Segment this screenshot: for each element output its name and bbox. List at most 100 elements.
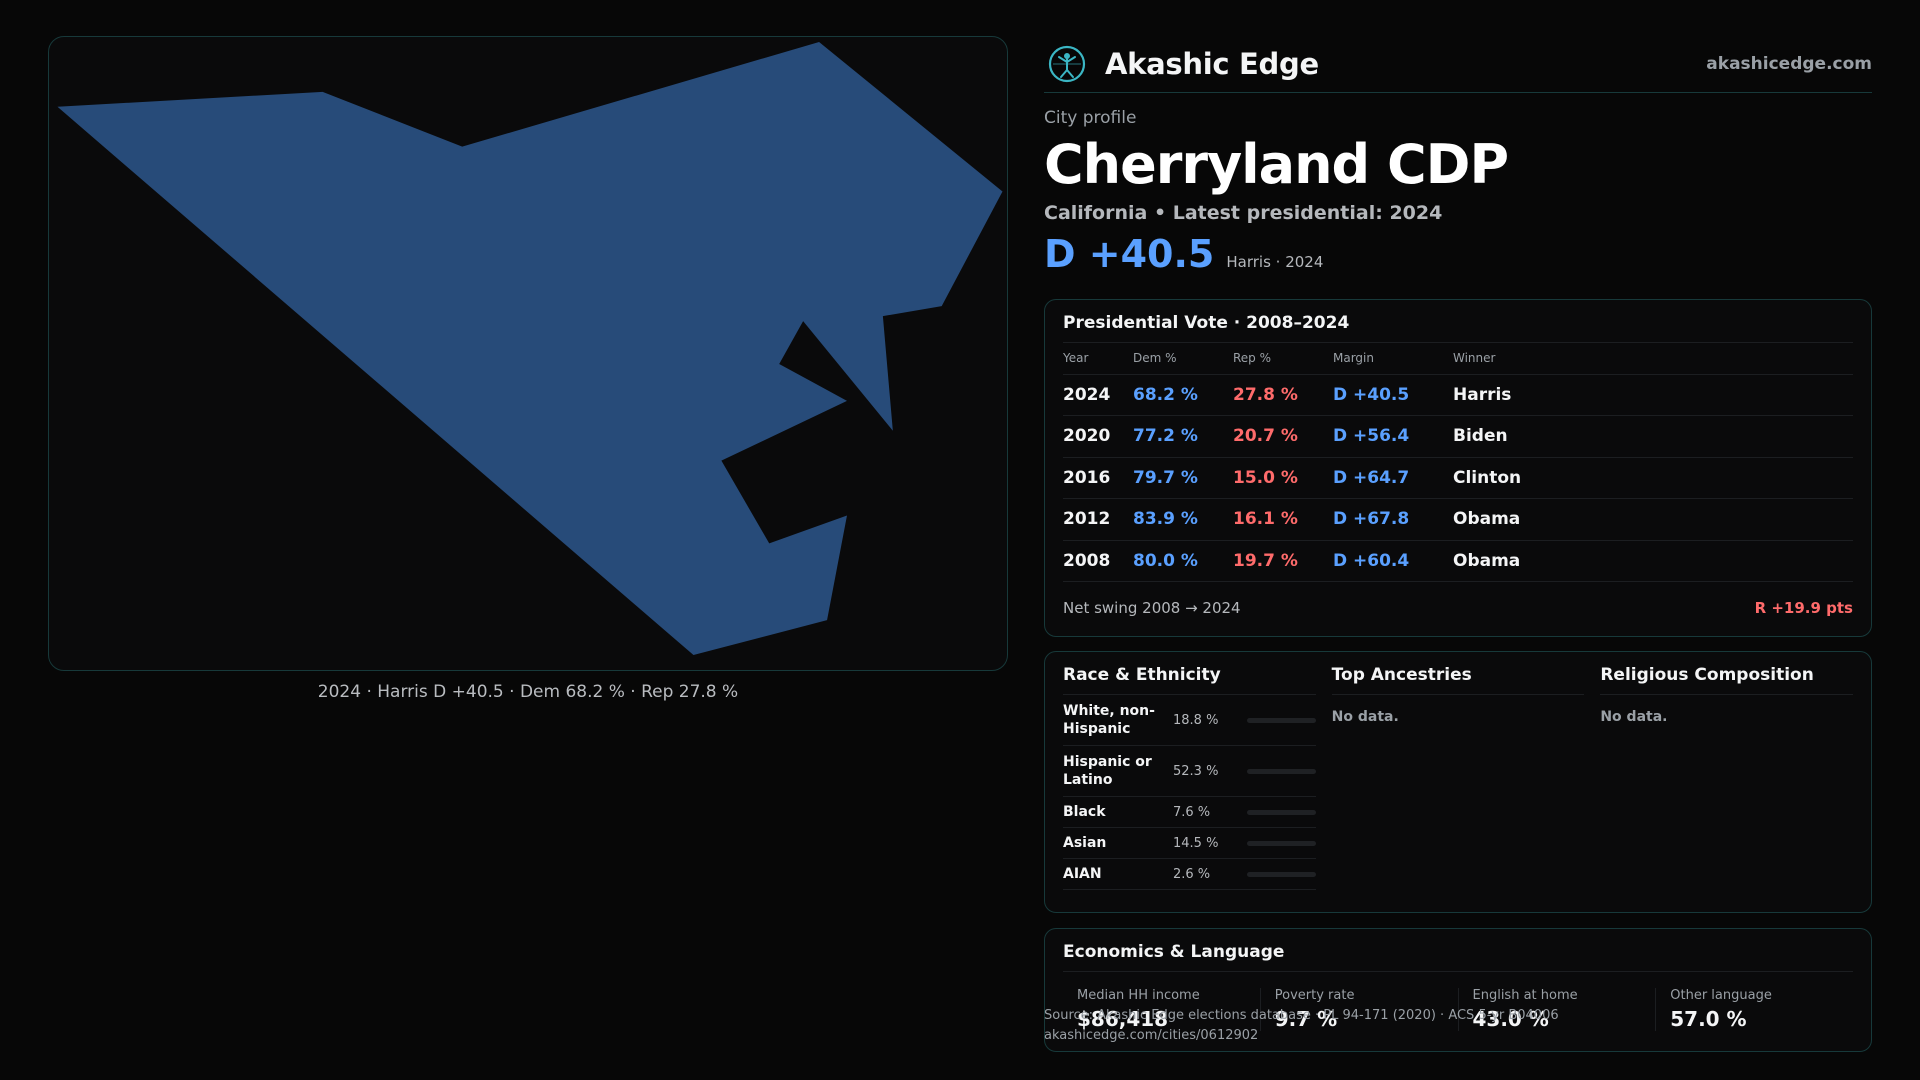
net-swing-label: Net swing 2008 → 2024 [1063, 599, 1241, 617]
table-row: 2012 83.9 % 16.1 % D +67.8 Obama [1063, 498, 1853, 541]
brand-header: Akashic Edge akashicedge.com [1044, 36, 1872, 93]
religion-empty-text: No data. [1600, 709, 1668, 725]
cell-winner: Obama [1453, 540, 1853, 582]
presidential-vote-table: Year Dem % Rep % Margin Winner 2024 68.2… [1063, 343, 1853, 582]
race-bar-track [1247, 768, 1316, 774]
cell-winner: Obama [1453, 498, 1853, 541]
table-header-row: Year Dem % Rep % Margin Winner [1063, 343, 1853, 375]
net-swing-value: R +19.9 pts [1754, 599, 1853, 617]
table-row: 2008 80.0 % 19.7 % D +60.4 Obama [1063, 540, 1853, 582]
race-bar-track [1247, 809, 1316, 815]
headline-result: D +40.5 Harris · 2024 [1044, 232, 1872, 276]
cell-dem: 83.9 % [1133, 498, 1233, 541]
race-name: Hispanic or Latino [1063, 754, 1152, 788]
cell-rep: 19.7 % [1233, 540, 1333, 582]
religious-composition-title: Religious Composition [1600, 665, 1854, 695]
compass-person-icon [1048, 45, 1086, 83]
cell-rep: 15.0 % [1233, 457, 1333, 499]
cell-winner: Clinton [1453, 457, 1853, 499]
race-pct: 18.8 % [1173, 712, 1219, 728]
headline-margin: D +40.5 [1044, 232, 1215, 276]
cell-margin: D +64.7 [1333, 457, 1453, 499]
race-bar-track [1247, 871, 1316, 877]
stat-median-income: Median HH income $86,418 [1063, 988, 1260, 1031]
brand-name: Akashic Edge [1105, 47, 1319, 81]
cell-dem: 80.0 % [1133, 540, 1233, 582]
city-boundary-map[interactable] [48, 36, 1008, 671]
stat-other-language: Other language 57.0 % [1655, 988, 1853, 1031]
race-pct: 52.3 % [1173, 763, 1219, 779]
column-header-year: Year [1063, 343, 1133, 375]
source-url-link[interactable]: akashicedge.com/cities/0612902 [1044, 1028, 1259, 1043]
race-pct: 14.5 % [1173, 835, 1219, 851]
headline-note: Harris · 2024 [1226, 253, 1324, 271]
religious-composition-section: Religious Composition No data. [1600, 665, 1854, 899]
cell-rep: 27.8 % [1233, 374, 1333, 416]
race-name: Asian [1063, 835, 1107, 851]
stat-value: 57.0 % [1670, 1007, 1747, 1031]
race-bar-track [1247, 717, 1316, 723]
cell-year: 2012 [1063, 498, 1133, 541]
economics-title: Economics & Language [1063, 942, 1853, 972]
source-footer: Source: Akashic Edge elections database … [1044, 1006, 1559, 1046]
cell-year: 2024 [1063, 374, 1133, 416]
net-swing-row: Net swing 2008 → 2024 R +19.9 pts [1063, 590, 1853, 626]
cell-margin: D +40.5 [1333, 374, 1453, 416]
table-row: 2020 77.2 % 20.7 % D +56.4 Biden [1063, 415, 1853, 458]
city-boundary-svg [57, 41, 1003, 656]
race-row: Hispanic or Latino 52.3 % [1063, 746, 1316, 797]
cell-winner: Harris [1453, 374, 1853, 416]
profile-panel: Akashic Edge akashicedge.com City profil… [1044, 36, 1872, 1052]
race-row: Asian 14.5 % [1063, 828, 1316, 859]
stat-label: Median HH income [1077, 988, 1200, 1003]
stat-value: $86,418 [1077, 1007, 1169, 1031]
presidential-vote-card: Presidential Vote · 2008–2024 Year Dem %… [1044, 299, 1872, 637]
race-name: AIAN [1063, 866, 1102, 882]
cell-dem: 77.2 % [1133, 415, 1233, 458]
economics-language-card: Economics & Language Median HH income $8… [1044, 928, 1872, 1052]
race-row: White, non-Hispanic 18.8 % [1063, 695, 1316, 746]
table-row: 2016 79.7 % 15.0 % D +64.7 Clinton [1063, 457, 1853, 499]
cell-year: 2008 [1063, 540, 1133, 582]
city-boundary-shape [57, 41, 1003, 656]
stat-english-at-home: English at home 43.0 % [1457, 988, 1656, 1031]
race-name: Black [1063, 804, 1106, 820]
race-pct: 7.6 % [1173, 804, 1211, 820]
race-pct: 2.6 % [1173, 866, 1211, 882]
ancestries-empty-text: No data. [1331, 709, 1399, 725]
cell-year: 2016 [1063, 457, 1133, 499]
brand-url-link[interactable]: akashicedge.com [1706, 54, 1872, 74]
demographics-card: Race & Ethnicity White, non-Hispanic 18.… [1044, 651, 1872, 913]
column-header-rep: Rep % [1233, 343, 1333, 375]
cell-year: 2020 [1063, 415, 1133, 458]
map-caption: 2024 · Harris D +40.5 · Dem 68.2 % · Rep… [317, 682, 739, 702]
race-row: AIAN 2.6 % [1063, 859, 1316, 890]
table-row: 2024 68.2 % 27.8 % D +40.5 Harris [1063, 374, 1853, 416]
cell-rep: 16.1 % [1233, 498, 1333, 541]
profile-subtitle: California • Latest presidential: 2024 [1044, 202, 1443, 224]
race-row: Black 7.6 % [1063, 797, 1316, 828]
column-header-dem: Dem % [1133, 343, 1233, 375]
stat-poverty-rate: Poverty rate 9.7 % [1259, 988, 1458, 1031]
top-ancestries-section: Top Ancestries No data. [1331, 665, 1585, 899]
stat-label: Poverty rate [1274, 988, 1355, 1003]
column-header-margin: Margin [1333, 343, 1453, 375]
stat-value: 43.0 % [1472, 1007, 1549, 1031]
cell-rep: 20.7 % [1233, 415, 1333, 458]
source-citation: Source: Akashic Edge elections database … [1044, 1008, 1559, 1023]
stat-label: Other language [1670, 988, 1772, 1003]
cell-margin: D +60.4 [1333, 540, 1453, 582]
race-ethnicity-title: Race & Ethnicity [1063, 665, 1316, 695]
cell-dem: 79.7 % [1133, 457, 1233, 499]
cell-margin: D +67.8 [1333, 498, 1453, 541]
profile-kicker: City profile [1044, 108, 1137, 128]
presidential-vote-title: Presidential Vote · 2008–2024 [1063, 313, 1853, 343]
race-name: White, non-Hispanic [1063, 703, 1155, 737]
top-ancestries-title: Top Ancestries [1331, 665, 1585, 695]
race-bar-track [1247, 840, 1316, 846]
cell-margin: D +56.4 [1333, 415, 1453, 458]
cell-dem: 68.2 % [1133, 374, 1233, 416]
column-header-winner: Winner [1453, 343, 1853, 375]
cell-winner: Biden [1453, 415, 1853, 458]
economics-grid: Median HH income $86,418 Poverty rate 9.… [1063, 988, 1853, 1031]
